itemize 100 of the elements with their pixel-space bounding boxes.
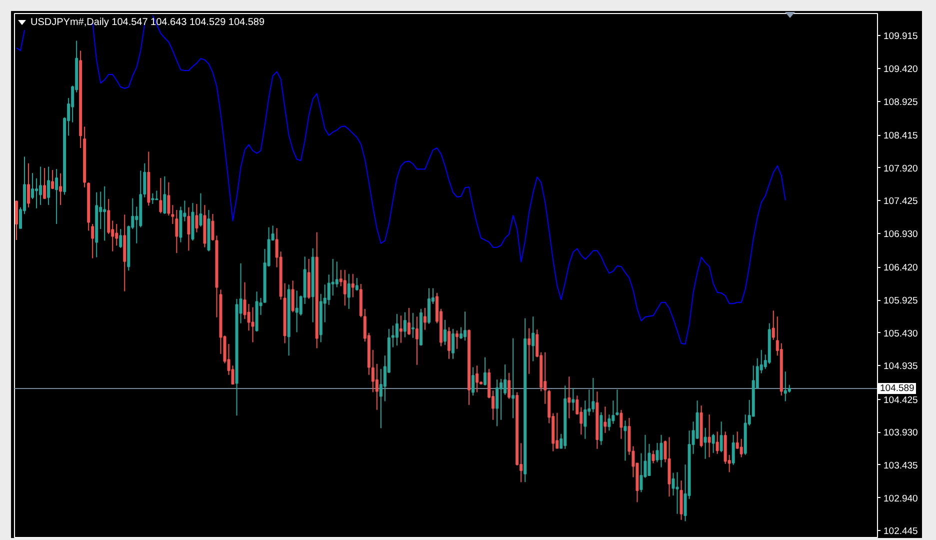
candlestick — [331, 258, 334, 296]
candlestick — [652, 450, 655, 464]
candlestick — [247, 303, 250, 332]
candlestick — [403, 312, 406, 338]
candlestick — [167, 182, 170, 216]
candlestick — [464, 311, 467, 342]
candlestick — [496, 379, 499, 427]
candlestick — [143, 162, 146, 198]
candlestick — [732, 434, 735, 466]
y-tick-label: 106.930 — [884, 228, 918, 240]
candlestick — [616, 389, 619, 416]
candlestick — [115, 223, 118, 246]
candlestick — [15, 200, 18, 240]
y-tick-label: 108.925 — [884, 96, 918, 108]
candlestick — [704, 427, 707, 460]
candlestick — [680, 480, 683, 520]
candlestick — [291, 280, 294, 313]
candlestick — [504, 364, 507, 396]
candlestick — [672, 472, 675, 496]
y-tick-label: 104.935 — [884, 361, 918, 372]
candlestick — [375, 363, 378, 410]
candlestick — [784, 371, 787, 402]
candlestick — [27, 162, 30, 208]
candlestick — [243, 282, 246, 320]
candlestick — [568, 376, 571, 419]
candlestick — [456, 330, 459, 350]
candlestick — [620, 409, 623, 440]
y-tick-label: 102.445 — [884, 526, 918, 538]
candlestick — [712, 433, 715, 454]
candlestick — [592, 377, 595, 413]
candlestick — [740, 438, 743, 458]
candlestick — [500, 378, 503, 420]
candlestick — [31, 172, 34, 200]
candlestick — [51, 169, 54, 190]
candlestick — [415, 316, 418, 366]
candlestick — [624, 420, 627, 462]
y-tick-label: 107.425 — [884, 196, 918, 208]
candlestick — [175, 209, 178, 254]
candlestick — [584, 400, 587, 440]
line-series — [152, 14, 786, 345]
candlestick — [423, 307, 426, 330]
y-tick-label: 102.940 — [884, 493, 918, 504]
candlestick — [371, 349, 374, 393]
candlestick — [391, 325, 394, 348]
candlestick — [159, 177, 162, 214]
y-tick-label: 103.435 — [884, 460, 918, 472]
y-tick-label: 106.420 — [884, 262, 918, 274]
candlestick — [351, 273, 354, 298]
candlestick — [103, 186, 106, 242]
candlestick — [39, 166, 42, 206]
candlestick — [251, 306, 254, 343]
candlestick — [355, 277, 358, 292]
candlestick — [407, 307, 410, 336]
candlestick — [544, 352, 547, 404]
y-tick-label: 103.930 — [884, 428, 918, 439]
candlestick — [295, 290, 298, 333]
candlestick — [199, 192, 202, 228]
candlestick — [448, 326, 451, 360]
candlestick — [532, 316, 535, 362]
candlestick — [676, 472, 679, 514]
candlestick — [484, 356, 487, 386]
candlestick — [640, 452, 643, 493]
candlestick — [327, 274, 330, 306]
candlestick — [379, 368, 382, 429]
candlestick — [612, 400, 615, 424]
candlestick — [648, 443, 651, 476]
y-tick-label: 108.415 — [884, 130, 918, 142]
candlestick — [508, 372, 511, 400]
candlestick — [772, 310, 775, 340]
y-tick-label: 109.420 — [884, 64, 918, 75]
candlestick — [343, 269, 346, 306]
candlestick — [604, 406, 607, 434]
candlestick — [107, 198, 110, 234]
candlestick — [528, 328, 531, 374]
candlestick — [195, 203, 198, 233]
candlestick — [47, 166, 50, 206]
candlestick — [35, 178, 38, 209]
candlestick — [395, 313, 398, 346]
candlestick — [608, 414, 611, 432]
candlestick — [556, 412, 559, 450]
candlestick — [171, 204, 174, 224]
ref-line-label: 104.589 — [878, 382, 916, 394]
candlestick — [151, 192, 154, 204]
y-tick-label: 109.915 — [884, 31, 918, 42]
candlestick — [660, 434, 663, 468]
candlestick — [444, 319, 446, 346]
candlestick — [211, 213, 214, 242]
candlestick — [55, 168, 58, 224]
candlestick — [59, 172, 62, 206]
candlestick — [155, 190, 158, 200]
candlestick — [476, 365, 479, 393]
candlestick — [512, 338, 515, 419]
candlestick — [347, 273, 350, 310]
candlestick — [708, 414, 711, 458]
y-tick-label: 104.425 — [884, 394, 918, 406]
candlestick — [187, 206, 190, 252]
y-tick-label: 107.920 — [884, 163, 918, 174]
candlestick — [716, 431, 719, 454]
candlestick — [720, 421, 723, 453]
candlestick — [399, 315, 402, 344]
